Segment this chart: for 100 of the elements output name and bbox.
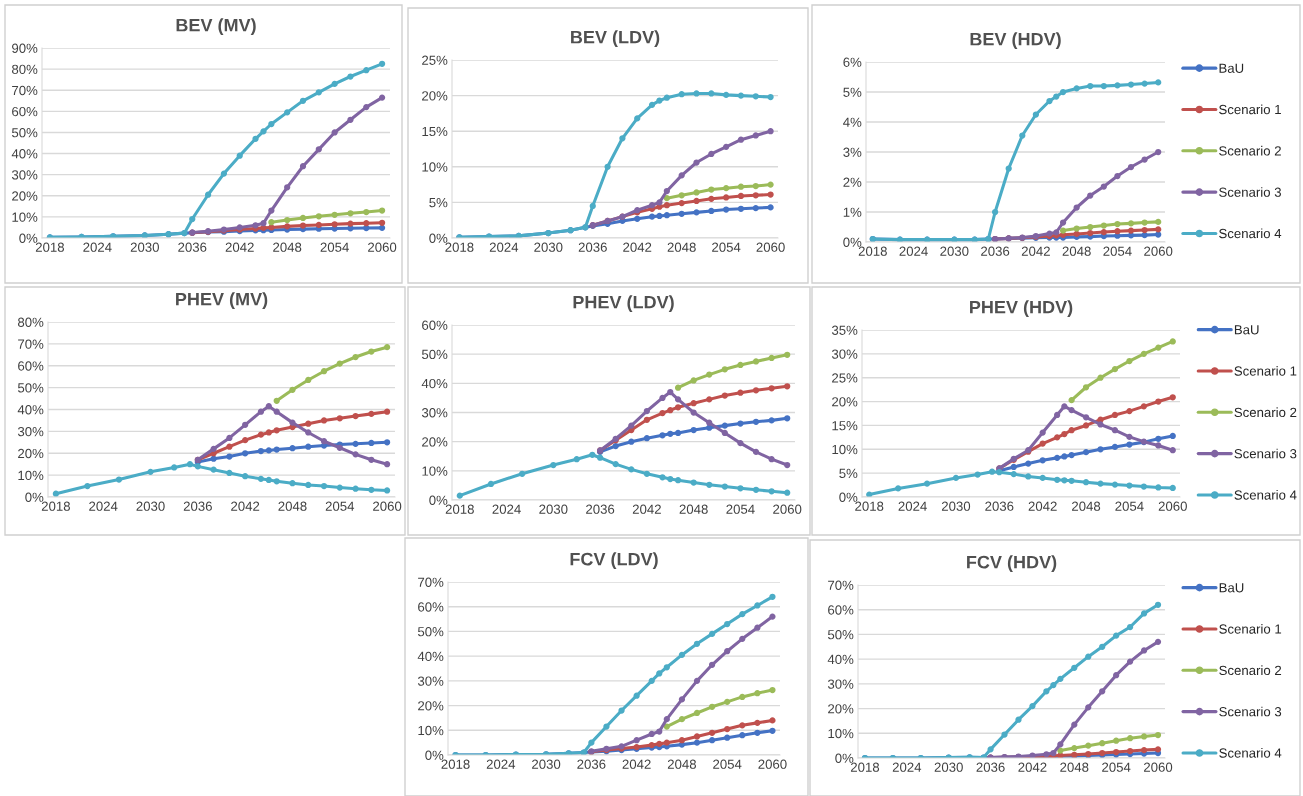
y-tick-label: 20% <box>12 191 38 201</box>
x-tick-label: 2036 <box>578 242 607 252</box>
y-tick-label: 90% <box>12 43 38 53</box>
y-tick-label: 0% <box>425 750 444 760</box>
y-tick-label: 70% <box>828 580 854 590</box>
y-tick-label: 30% <box>17 426 44 437</box>
x-tick-label: 2048 <box>273 242 302 252</box>
x-tick-label: 2048 <box>667 242 696 252</box>
x-tick-label: 2060 <box>1144 246 1173 256</box>
legend-label: BaU <box>1234 325 1259 335</box>
x-tick-label: 2048 <box>278 501 307 511</box>
x-tick-label: 2054 <box>1103 246 1132 256</box>
x-tick-label: 2060 <box>368 242 397 252</box>
y-tick-label: 30% <box>417 676 444 686</box>
legend-label: Scenario 2 <box>1234 407 1297 418</box>
x-tick-label: 2036 <box>178 242 207 252</box>
x-tick-label: 2024 <box>83 242 112 252</box>
x-tick-label: 2030 <box>130 242 159 252</box>
legend-label: Scenario 1 <box>1219 104 1281 115</box>
y-tick-label: 20% <box>832 397 858 407</box>
y-tick-label: 0% <box>19 233 38 243</box>
chart-title: BEV (LDV) <box>571 30 660 48</box>
y-tick-label: 30% <box>827 679 854 689</box>
y-tick-label: 40% <box>421 378 448 389</box>
x-tick-label: 2048 <box>679 504 708 514</box>
x-tick-label: 2024 <box>898 501 927 511</box>
y-tick-label: 0% <box>839 492 858 502</box>
x-tick-label: 2042 <box>1018 762 1047 772</box>
y-tick-label: 30% <box>831 349 858 359</box>
x-tick-label: 2036 <box>985 501 1014 511</box>
x-tick-label: 2030 <box>941 501 971 511</box>
x-tick-label: 2054 <box>712 242 741 252</box>
x-tick-label: 2042 <box>1028 501 1057 511</box>
legend-label: Scenario 2 <box>1219 665 1282 676</box>
y-tick-label: 50% <box>11 128 38 138</box>
y-tick-label: 80% <box>12 64 38 75</box>
y-tick-label: 30% <box>421 408 448 418</box>
y-tick-label: 50% <box>421 349 448 360</box>
legend-label: Scenario 3 <box>1219 706 1282 717</box>
x-tick-label: 2018 <box>445 242 474 252</box>
y-tick-label: 70% <box>18 339 44 349</box>
x-tick-label: 2042 <box>231 501 260 511</box>
y-tick-label: 20% <box>418 701 444 711</box>
x-tick-label: 2030 <box>539 504 568 514</box>
y-tick-label: 35% <box>831 325 858 335</box>
x-tick-label: 2048 <box>667 759 697 769</box>
y-tick-label: 10% <box>828 728 854 739</box>
x-tick-label: 2036 <box>183 501 212 511</box>
x-tick-label: 2024 <box>492 504 521 514</box>
x-tick-label: 2054 <box>726 504 755 514</box>
x-tick-label: 2060 <box>758 759 787 769</box>
legend-label: Scenario 1 <box>1219 624 1282 634</box>
x-tick-label: 2024 <box>892 762 922 772</box>
y-tick-label: 40% <box>11 149 38 159</box>
y-tick-label: 20% <box>18 448 44 459</box>
legend-label: Scenario 1 <box>1234 366 1297 376</box>
x-tick-label: 2018 <box>35 242 65 252</box>
x-tick-label: 2018 <box>445 504 474 514</box>
y-tick-label: 60% <box>18 361 44 371</box>
y-tick-label: 10% <box>422 466 448 476</box>
legend-label: Scenario 4 <box>1219 228 1282 239</box>
chart-title: FCV (HDV) <box>967 555 1057 573</box>
x-tick-label: 2018 <box>858 246 887 256</box>
y-tick-label: 40% <box>827 654 854 665</box>
y-tick-label: 1% <box>843 207 862 217</box>
x-tick-label: 2054 <box>713 759 742 769</box>
chart-title: PHEV (MV) <box>176 292 268 310</box>
y-tick-label: 25% <box>422 55 448 65</box>
y-tick-label: 10% <box>422 162 448 172</box>
y-tick-label: 60% <box>418 602 444 612</box>
legend-label: BaU <box>1219 583 1244 593</box>
x-tick-label: 2030 <box>532 759 561 769</box>
x-tick-label: 2042 <box>225 242 254 252</box>
chart-title: FCV (LDV) <box>570 552 658 570</box>
y-tick-label: 70% <box>418 577 444 587</box>
x-tick-label: 2048 <box>1060 762 1089 772</box>
y-tick-label: 40% <box>417 651 444 662</box>
x-tick-label: 2054 <box>320 242 349 252</box>
x-tick-label: 2060 <box>1158 501 1187 511</box>
x-tick-label: 2054 <box>1102 762 1131 772</box>
y-tick-label: 10% <box>18 470 44 481</box>
y-tick-label: 3% <box>843 147 862 157</box>
y-tick-label: 50% <box>17 383 44 393</box>
y-tick-label: 5% <box>429 198 448 208</box>
y-tick-label: 15% <box>422 126 448 137</box>
x-tick-label: 2024 <box>899 246 928 256</box>
x-tick-label: 2018 <box>441 759 470 769</box>
x-tick-label: 2024 <box>489 242 519 252</box>
y-tick-label: 0% <box>429 495 448 505</box>
x-tick-label: 2048 <box>1062 246 1091 256</box>
x-tick-label: 2042 <box>622 759 651 769</box>
x-tick-label: 2048 <box>1072 501 1101 511</box>
legend-label: Scenario 4 <box>1219 748 1282 758</box>
y-tick-label: 15% <box>832 421 858 431</box>
x-tick-label: 2030 <box>934 762 963 772</box>
x-tick-label: 2054 <box>1115 501 1144 511</box>
y-tick-label: 10% <box>832 444 858 455</box>
chart-title: PHEV (LDV) <box>573 295 674 313</box>
y-tick-label: 0% <box>835 753 854 763</box>
y-tick-label: 25% <box>832 373 858 383</box>
